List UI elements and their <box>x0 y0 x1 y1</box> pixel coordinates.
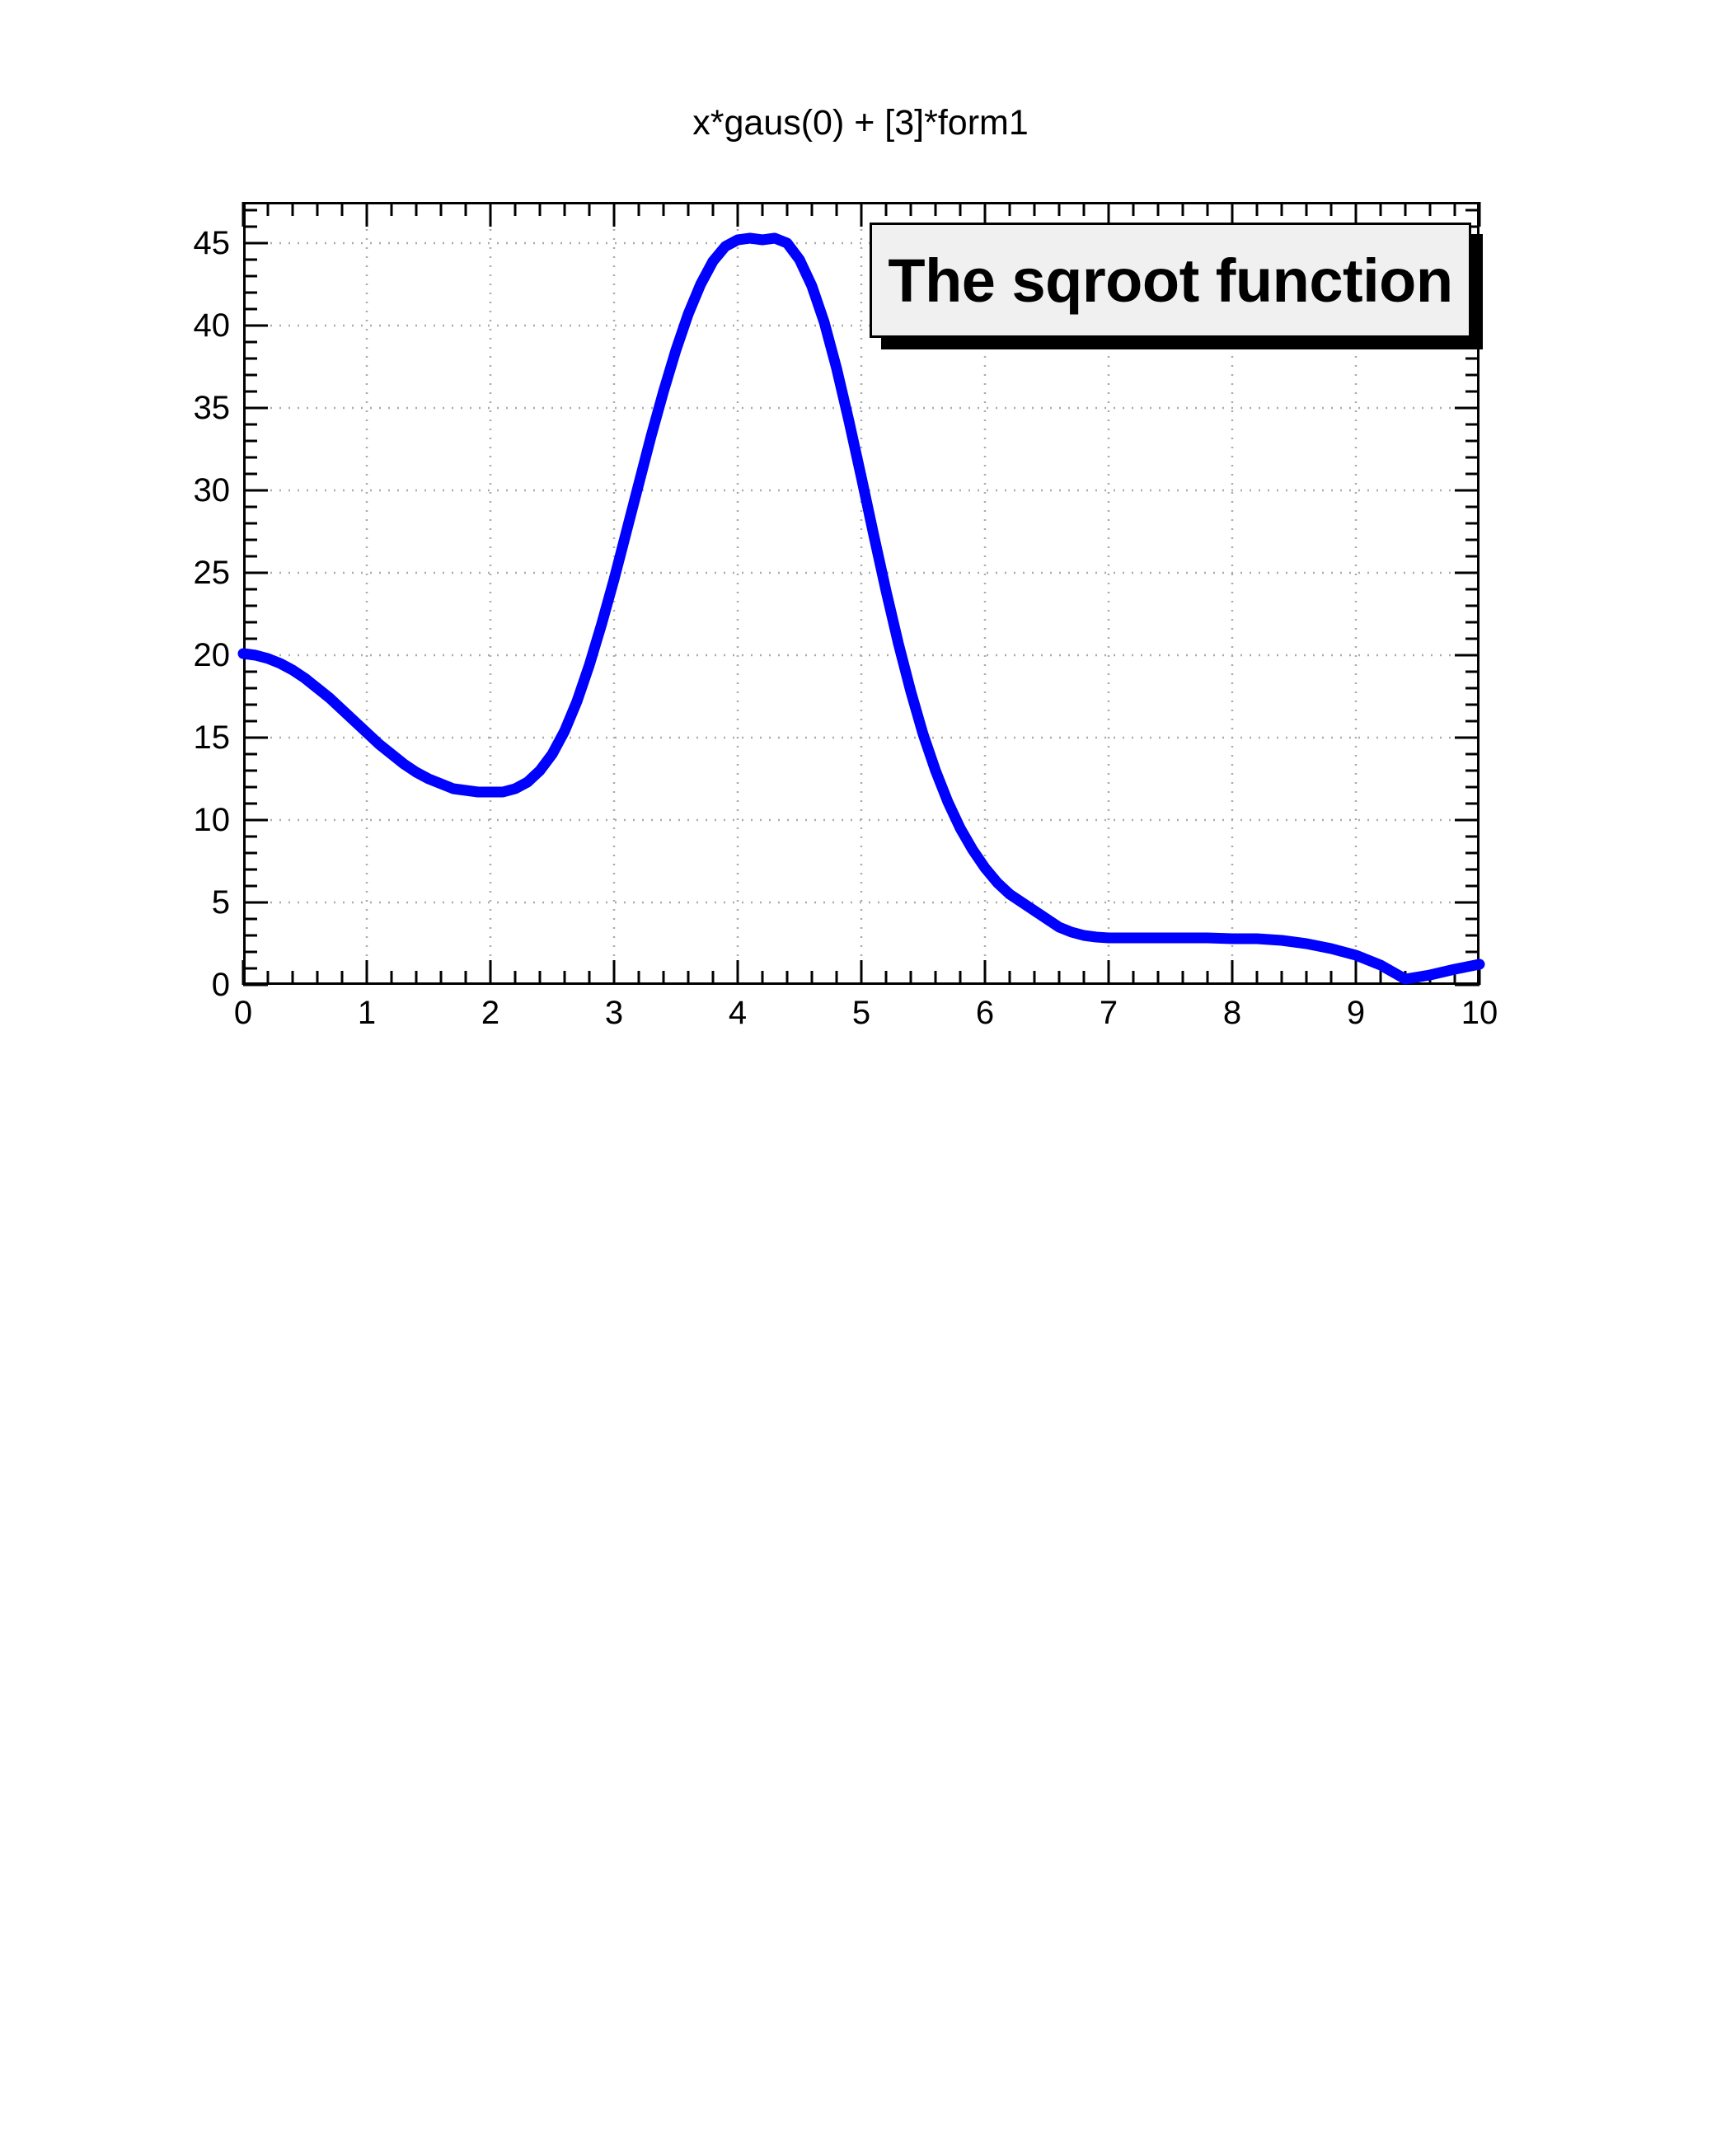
y-axis-tick-label-25: 25 <box>193 555 231 591</box>
y-axis-tick-label-40: 40 <box>193 307 231 344</box>
sqroot-label-text: The sqroot function <box>888 246 1453 315</box>
y-axis-tick-label-0: 0 <box>211 967 230 1003</box>
y-axis-tick-label-10: 10 <box>193 802 231 838</box>
x-axis-tick-label-10: 10 <box>1461 995 1498 1031</box>
y-axis-tick-label-20: 20 <box>193 637 231 673</box>
x-axis-tick-label-4: 4 <box>728 995 748 1031</box>
y-axis-tick-label-5: 5 <box>211 884 230 921</box>
upper-plot-graphics <box>237 202 1485 987</box>
function-curve <box>237 232 1485 985</box>
x-axis-tick-label-5: 5 <box>851 995 871 1031</box>
y-axis-tick-label-30: 30 <box>193 472 231 509</box>
x-axis-tick-label-8: 8 <box>1222 995 1242 1031</box>
x-axis-tick-label-2: 2 <box>481 995 500 1031</box>
x-axis-tick-label-1: 1 <box>357 995 377 1031</box>
x-axis-tick-label-7: 7 <box>1099 995 1118 1031</box>
y-axis-tick-label-35: 35 <box>193 390 231 426</box>
upper-pad-title: x*gaus(0) + [3]*form1 <box>692 103 1029 143</box>
x-axis-tick-label-3: 3 <box>604 995 624 1031</box>
x-axis-tick-label-6: 6 <box>975 995 995 1031</box>
x-axis-tick-label-9: 9 <box>1346 995 1366 1031</box>
upper-pad: x*gaus(0) + [3]*form1 The sqroot functio… <box>193 103 1498 1031</box>
x-axis-tick-label-0: 0 <box>233 995 253 1031</box>
y-axis-tick-label-15: 15 <box>193 719 231 756</box>
lower-pad: Test random numbers h1f Entries10000Mean… <box>0 1080 1721 2156</box>
y-axis-tick-label-45: 45 <box>193 225 231 261</box>
sqroot-label-box[interactable]: The sqroot function <box>870 223 1471 338</box>
